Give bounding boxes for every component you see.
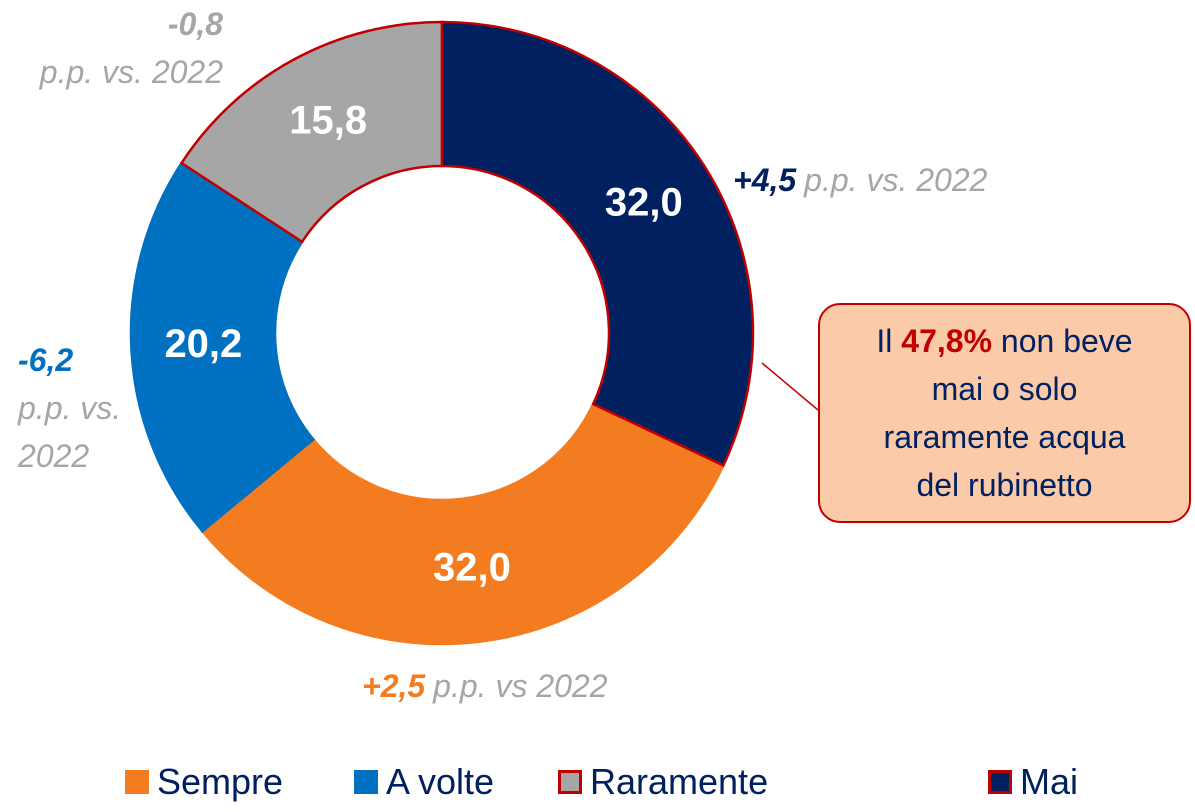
callout: Il 47,8% non beve mai o solo raramente a… — [818, 303, 1191, 523]
legend-item: Mai — [988, 760, 1078, 804]
legend-item: Sempre — [125, 760, 283, 804]
change-annotation: -6,2 p.p. vs. 2022 — [18, 336, 148, 480]
value-label: 15,8 — [289, 98, 367, 142]
change-value: -0,8 — [167, 6, 223, 42]
legend-item: A volte — [354, 760, 494, 804]
change-value: +2,5 — [362, 668, 426, 704]
change-value: +4,5 — [733, 162, 797, 198]
legend-label: Mai — [1020, 761, 1079, 802]
legend-label: Raramente — [590, 761, 769, 802]
change-note: p.p. vs. 2022 — [39, 54, 223, 90]
value-label: 32,0 — [433, 546, 511, 590]
value-label: 32,0 — [605, 180, 683, 224]
callout-after: non beve mai o solo raramente acqua del … — [883, 323, 1133, 503]
legend-swatch — [125, 770, 149, 794]
slice — [200, 402, 726, 646]
legend-swatch — [354, 770, 378, 794]
change-value: -6,2 — [18, 342, 74, 378]
value-label: 20,2 — [164, 322, 242, 366]
legend-swatch — [988, 770, 1012, 794]
change-note: p.p. vs 2022 — [433, 668, 608, 704]
callout-text: Il 47,8% non beve mai o solo raramente a… — [860, 317, 1149, 509]
slice — [179, 20, 444, 244]
legend-swatch — [558, 770, 582, 794]
change-annotation: +4,5 p.p. vs. 2022 — [733, 156, 987, 204]
change-annotation: +2,5 p.p. vs 2022 — [362, 662, 608, 710]
slice — [129, 161, 316, 533]
legend-label: A volte — [386, 761, 495, 802]
change-note: p.p. vs. 2022 — [18, 390, 122, 474]
slice — [440, 20, 755, 468]
callout-before: Il — [876, 323, 893, 359]
change-note: p.p. vs. 2022 — [804, 162, 988, 198]
callout-highlight: 47,8% — [901, 323, 993, 359]
callout-pointer — [761, 362, 819, 411]
change-annotation: -0,8 p.p. vs. 2022 — [40, 0, 223, 96]
legend-item: Raramente — [558, 760, 768, 804]
legend-label: Sempre — [157, 761, 284, 802]
